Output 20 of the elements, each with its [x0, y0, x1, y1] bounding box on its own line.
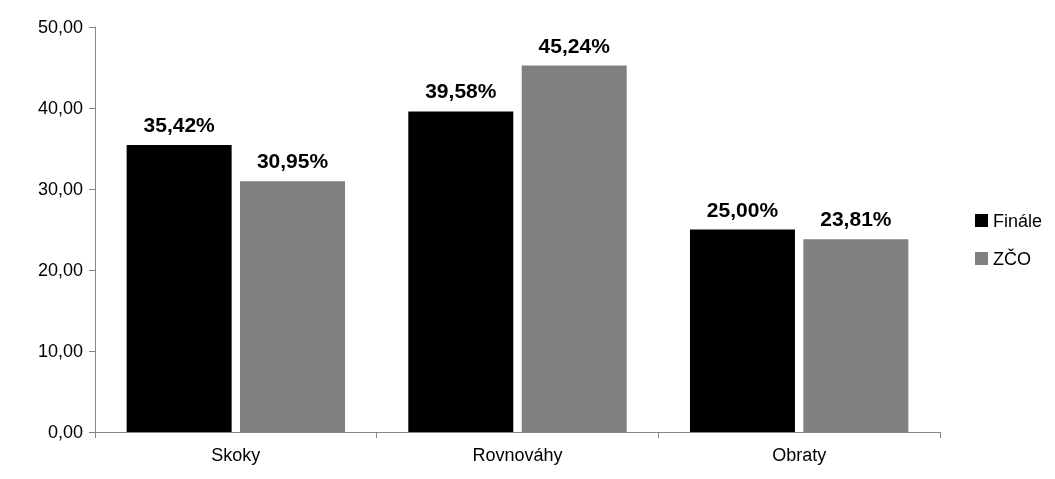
- legend-label: Finále: [992, 210, 1043, 231]
- x-tick-label: Rovnováhy: [472, 445, 563, 465]
- bar: [408, 111, 514, 432]
- data-label: 25,00%: [706, 197, 779, 221]
- y-tick-label: 20,00: [37, 260, 83, 280]
- data-label: 35,42%: [143, 113, 216, 137]
- bar: [689, 229, 795, 432]
- legend-label: ZČO: [992, 247, 1031, 269]
- y-tick-label: 50,00: [37, 17, 83, 37]
- y-tick-label: 30,00: [37, 179, 83, 199]
- data-label: 45,24%: [538, 33, 611, 57]
- y-tick-label: 0,00: [47, 422, 83, 442]
- y-tick-label: 10,00: [37, 341, 83, 361]
- data-label: 23,81%: [820, 207, 892, 231]
- x-tick-label: Skoky: [211, 445, 261, 465]
- x-tick-label: Obraty: [772, 445, 827, 465]
- data-label: 30,95%: [256, 149, 329, 173]
- y-tick-label: 40,00: [37, 98, 83, 118]
- data-label: 39,58%: [425, 79, 497, 103]
- bar: [126, 145, 232, 432]
